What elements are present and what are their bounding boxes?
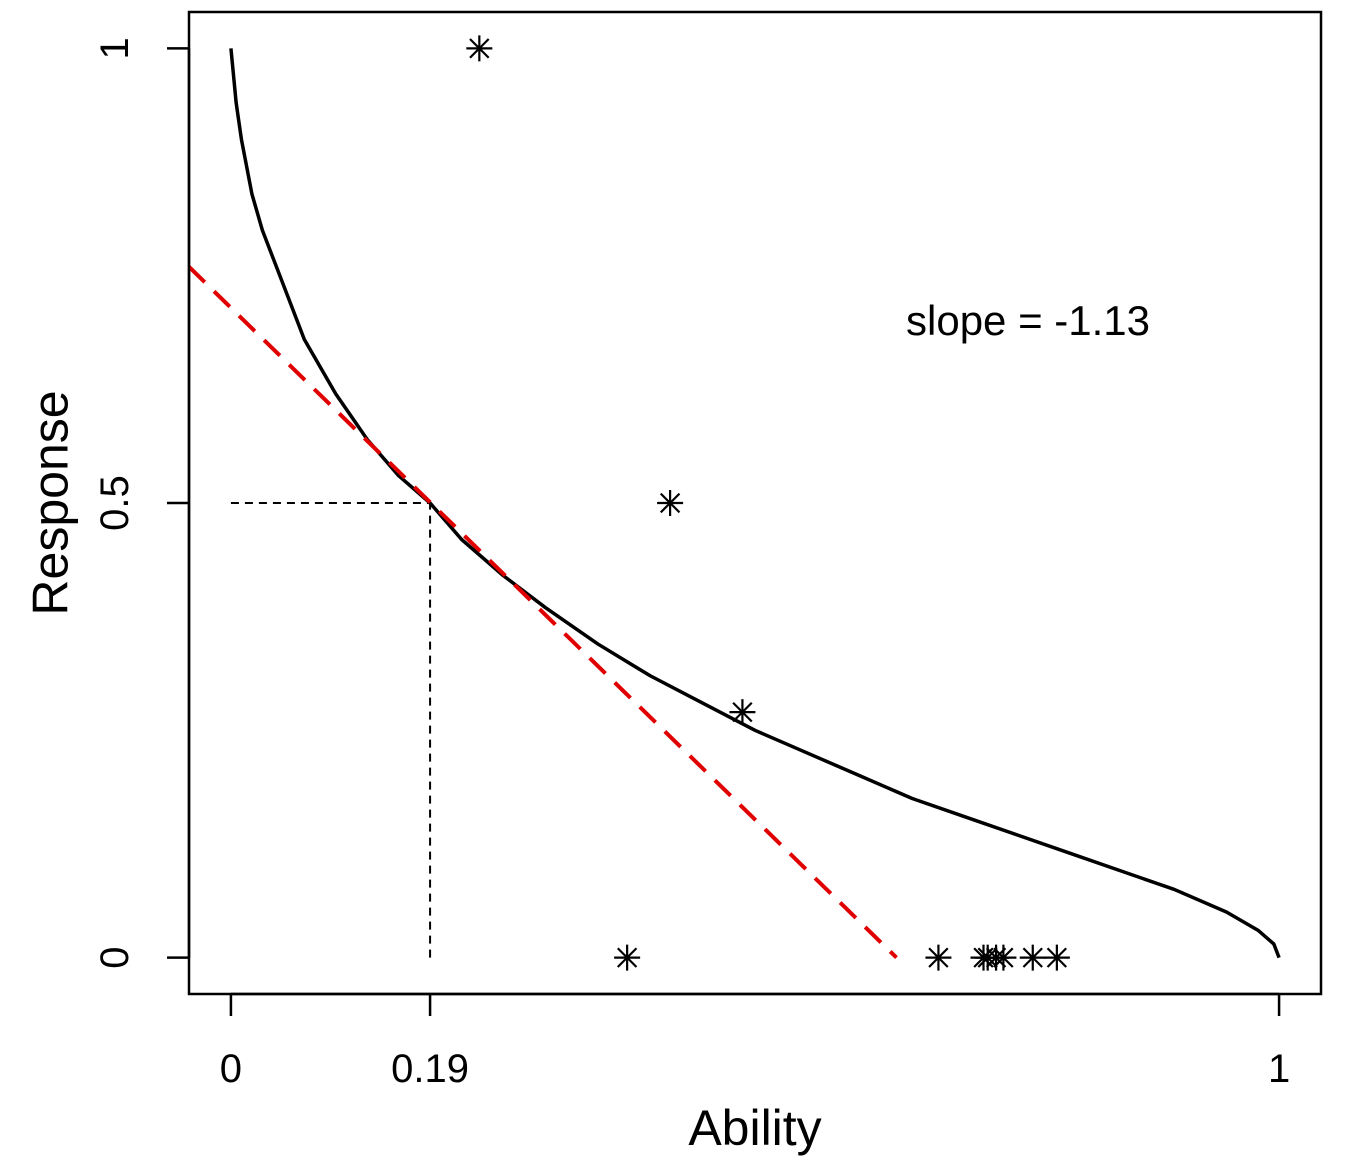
fitted-curve <box>229 48 1281 959</box>
data-point-stroke <box>469 38 490 59</box>
y-tick-label: 0 <box>93 947 137 969</box>
x-tick-label: 0.19 <box>391 1047 469 1091</box>
data-point <box>925 944 952 971</box>
reference-lines <box>230 502 432 958</box>
data-point <box>466 35 493 62</box>
data-point-stroke <box>616 947 638 968</box>
x-tick-label: 0 <box>220 1047 242 1091</box>
data-point-stroke <box>1022 947 1043 968</box>
y-tick-label: 1 <box>93 37 137 59</box>
data-point <box>657 490 684 516</box>
series-layer <box>187 48 1281 960</box>
slope-annotation: slope = -1.13 <box>906 297 1150 344</box>
data-point-stroke <box>928 947 949 968</box>
y-tick-label: 0.5 <box>93 475 137 531</box>
data-point-stroke <box>1046 947 1068 968</box>
data-point <box>729 699 756 726</box>
data-point <box>614 944 641 971</box>
x-axis: 0 0.19 1 <box>220 992 1290 1091</box>
x-axis-title: Ability <box>688 1100 821 1156</box>
y-axis: 00.51 <box>93 37 191 969</box>
data-point <box>1019 944 1046 971</box>
data-point-stroke <box>659 492 681 514</box>
y-axis-title: Response <box>23 390 79 615</box>
x-tick-label: 1 <box>1268 1047 1290 1091</box>
data-point-stroke <box>732 701 753 723</box>
points-layer <box>466 35 1070 971</box>
data-point <box>990 944 1017 971</box>
data-point <box>1043 944 1070 971</box>
tangent-line <box>187 265 898 960</box>
data-point-stroke <box>993 947 1014 968</box>
